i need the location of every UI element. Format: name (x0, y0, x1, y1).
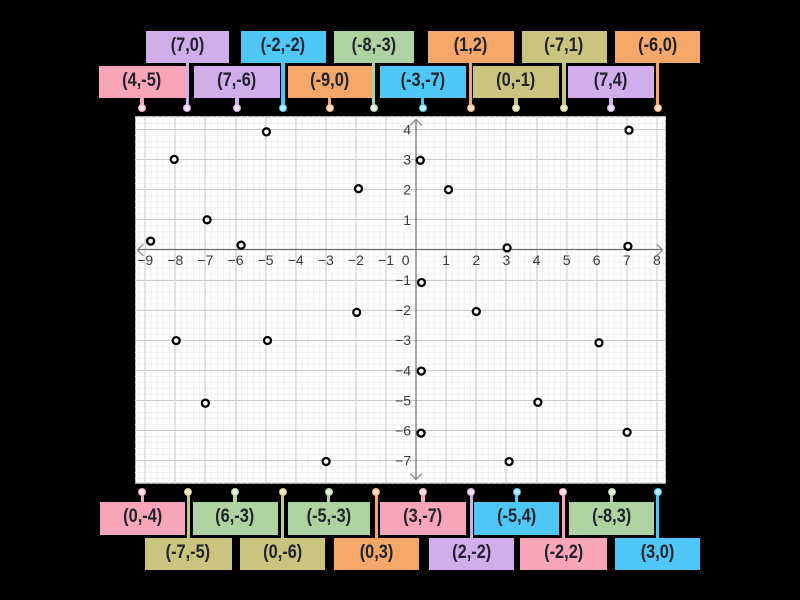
svg-text:3: 3 (403, 152, 411, 168)
svg-text:4: 4 (403, 122, 411, 138)
svg-text:−7: −7 (197, 252, 213, 268)
svg-text:−4: −4 (287, 252, 303, 268)
svg-text:−9: −9 (137, 252, 153, 268)
svg-text:−1: −1 (395, 272, 411, 288)
svg-text:−7: −7 (395, 453, 411, 469)
svg-text:−8: −8 (167, 252, 183, 268)
svg-text:2: 2 (403, 182, 411, 198)
svg-text:−3: −3 (317, 252, 333, 268)
svg-text:5: 5 (562, 252, 570, 268)
svg-text:−6: −6 (395, 423, 411, 439)
svg-text:2: 2 (472, 252, 480, 268)
svg-text:−6: −6 (227, 252, 243, 268)
svg-text:1: 1 (403, 212, 411, 228)
svg-text:−1: −1 (378, 252, 394, 268)
svg-text:−2: −2 (347, 252, 363, 268)
svg-text:7: 7 (622, 252, 630, 268)
svg-text:3: 3 (502, 252, 510, 268)
svg-text:−3: −3 (395, 332, 411, 348)
svg-text:−4: −4 (395, 362, 411, 378)
svg-text:1: 1 (442, 252, 450, 268)
svg-text:−5: −5 (395, 392, 411, 408)
svg-text:8: 8 (653, 252, 661, 268)
svg-text:−2: −2 (395, 302, 411, 318)
svg-text:0: 0 (401, 252, 409, 268)
svg-text:4: 4 (532, 252, 540, 268)
svg-text:6: 6 (592, 252, 600, 268)
svg-text:−5: −5 (257, 252, 273, 268)
